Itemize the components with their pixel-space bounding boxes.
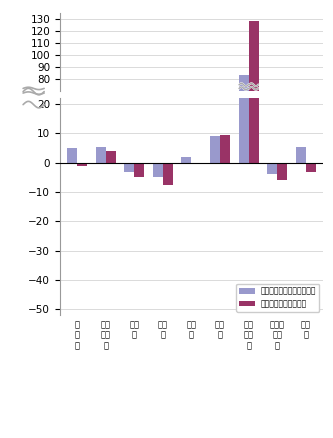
Bar xyxy=(249,0,259,162)
Bar xyxy=(106,151,116,162)
Bar xyxy=(220,135,230,162)
Bar xyxy=(106,170,116,174)
Bar xyxy=(153,162,163,177)
Bar xyxy=(239,0,249,162)
Bar xyxy=(249,21,259,174)
Bar xyxy=(67,148,77,162)
Bar xyxy=(210,163,220,174)
Bar xyxy=(210,136,220,162)
Bar xyxy=(67,168,77,174)
Bar xyxy=(191,174,201,175)
Bar xyxy=(96,168,106,174)
Bar xyxy=(239,75,249,174)
Bar xyxy=(306,174,316,178)
Legend: 前期比（季節調整済指数）, 前年同期比（原指数）: 前期比（季節調整済指数）, 前年同期比（原指数） xyxy=(236,284,319,311)
Bar xyxy=(153,174,163,180)
Bar xyxy=(163,174,173,183)
Bar xyxy=(134,174,144,180)
Bar xyxy=(191,162,201,164)
Bar xyxy=(296,147,306,162)
Bar xyxy=(96,147,106,162)
Bar xyxy=(220,163,230,174)
Bar xyxy=(181,172,191,174)
Bar xyxy=(124,174,134,178)
Bar xyxy=(277,162,287,180)
Bar xyxy=(267,174,277,179)
Bar xyxy=(134,162,144,177)
Bar xyxy=(181,157,191,162)
Bar xyxy=(77,162,87,166)
Bar xyxy=(124,162,134,172)
Bar xyxy=(296,168,306,174)
Bar xyxy=(267,162,277,174)
Bar xyxy=(163,162,173,185)
Bar xyxy=(306,162,316,172)
Bar xyxy=(277,174,287,181)
Bar xyxy=(77,174,87,176)
